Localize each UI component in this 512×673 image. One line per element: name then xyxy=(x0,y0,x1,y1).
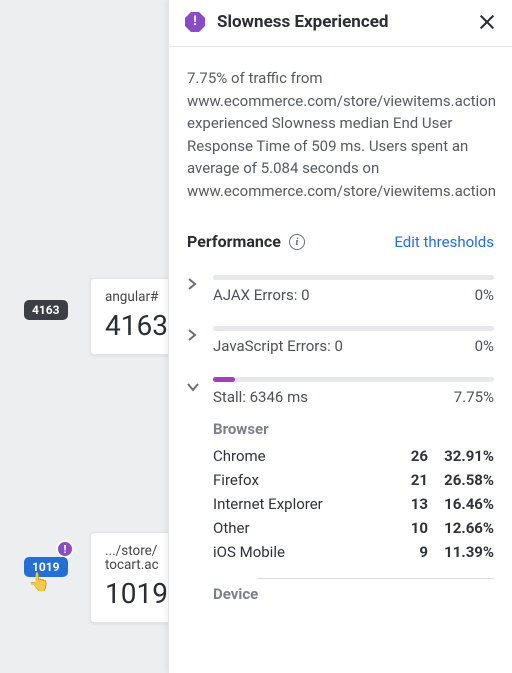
table-row: Firefox 21 26.58% xyxy=(213,468,494,492)
alert-icon xyxy=(185,12,205,32)
table-row: iOS Mobile 9 11.39% xyxy=(213,540,494,564)
browser-count: 10 xyxy=(390,519,428,537)
metric-bar xyxy=(213,377,494,382)
metric-bar xyxy=(213,326,494,331)
browser-count: 9 xyxy=(390,543,428,561)
info-icon[interactable]: i xyxy=(289,234,305,250)
browser-name: Firefox xyxy=(213,471,390,489)
metric-pct: 0% xyxy=(475,286,494,304)
node-count-pill: 4163 xyxy=(24,300,68,320)
metric-bar xyxy=(213,275,494,280)
summary-text: 7.75% of traffic from www.ecommerce.com/… xyxy=(187,67,494,202)
metric-label: JavaScript Errors: 0 xyxy=(213,337,475,355)
browser-pct: 16.46% xyxy=(428,495,494,513)
table-row: Chrome 26 32.91% xyxy=(213,444,494,468)
chevron-down-icon[interactable] xyxy=(187,377,213,396)
table-row: Other 10 12.66% xyxy=(213,516,494,540)
close-icon[interactable] xyxy=(478,13,496,31)
performance-header: Performance i Edit thresholds xyxy=(187,232,494,251)
edit-thresholds-link[interactable]: Edit thresholds xyxy=(394,233,494,251)
browser-pct: 26.58% xyxy=(428,471,494,489)
browser-count: 13 xyxy=(390,495,428,513)
metric-label: Stall: 6346 ms xyxy=(213,388,454,406)
panel-body: 7.75% of traffic from www.ecommerce.com/… xyxy=(169,47,512,609)
browser-pct: 32.91% xyxy=(428,447,494,465)
browser-name: Internet Explorer xyxy=(213,495,390,513)
metric-row-stall[interactable]: Stall: 6346 ms 7.75% xyxy=(187,377,494,406)
metric-pct: 0% xyxy=(475,337,494,355)
browser-name: Other xyxy=(213,519,390,537)
detail-panel: Slowness Experienced 7.75% of traffic fr… xyxy=(168,0,512,673)
device-heading: Device xyxy=(213,585,494,603)
browser-name: iOS Mobile xyxy=(213,543,390,561)
cursor-icon: 👆 xyxy=(28,572,50,593)
panel-header: Slowness Experienced xyxy=(169,0,512,47)
table-row: Internet Explorer 13 16.46% xyxy=(213,492,494,516)
chevron-right-icon[interactable] xyxy=(187,275,213,294)
browser-pct: 11.39% xyxy=(428,543,494,561)
browser-pct: 12.66% xyxy=(428,519,494,537)
divider xyxy=(257,578,494,579)
browser-table: Chrome 26 32.91% Firefox 21 26.58% Inter… xyxy=(213,444,494,564)
browser-heading: Browser xyxy=(213,420,494,438)
metric-row-js[interactable]: JavaScript Errors: 0 0% xyxy=(187,326,494,355)
panel-title: Slowness Experienced xyxy=(217,12,478,32)
metric-pct: 7.75% xyxy=(454,388,494,406)
performance-label: Performance xyxy=(187,232,281,251)
metric-label: AJAX Errors: 0 xyxy=(213,286,475,304)
metric-row-ajax[interactable]: AJAX Errors: 0 0% xyxy=(187,275,494,304)
alert-icon xyxy=(56,540,74,558)
chevron-right-icon[interactable] xyxy=(187,326,213,345)
browser-name: Chrome xyxy=(213,447,390,465)
browser-count: 26 xyxy=(390,447,428,465)
browser-count: 21 xyxy=(390,471,428,489)
